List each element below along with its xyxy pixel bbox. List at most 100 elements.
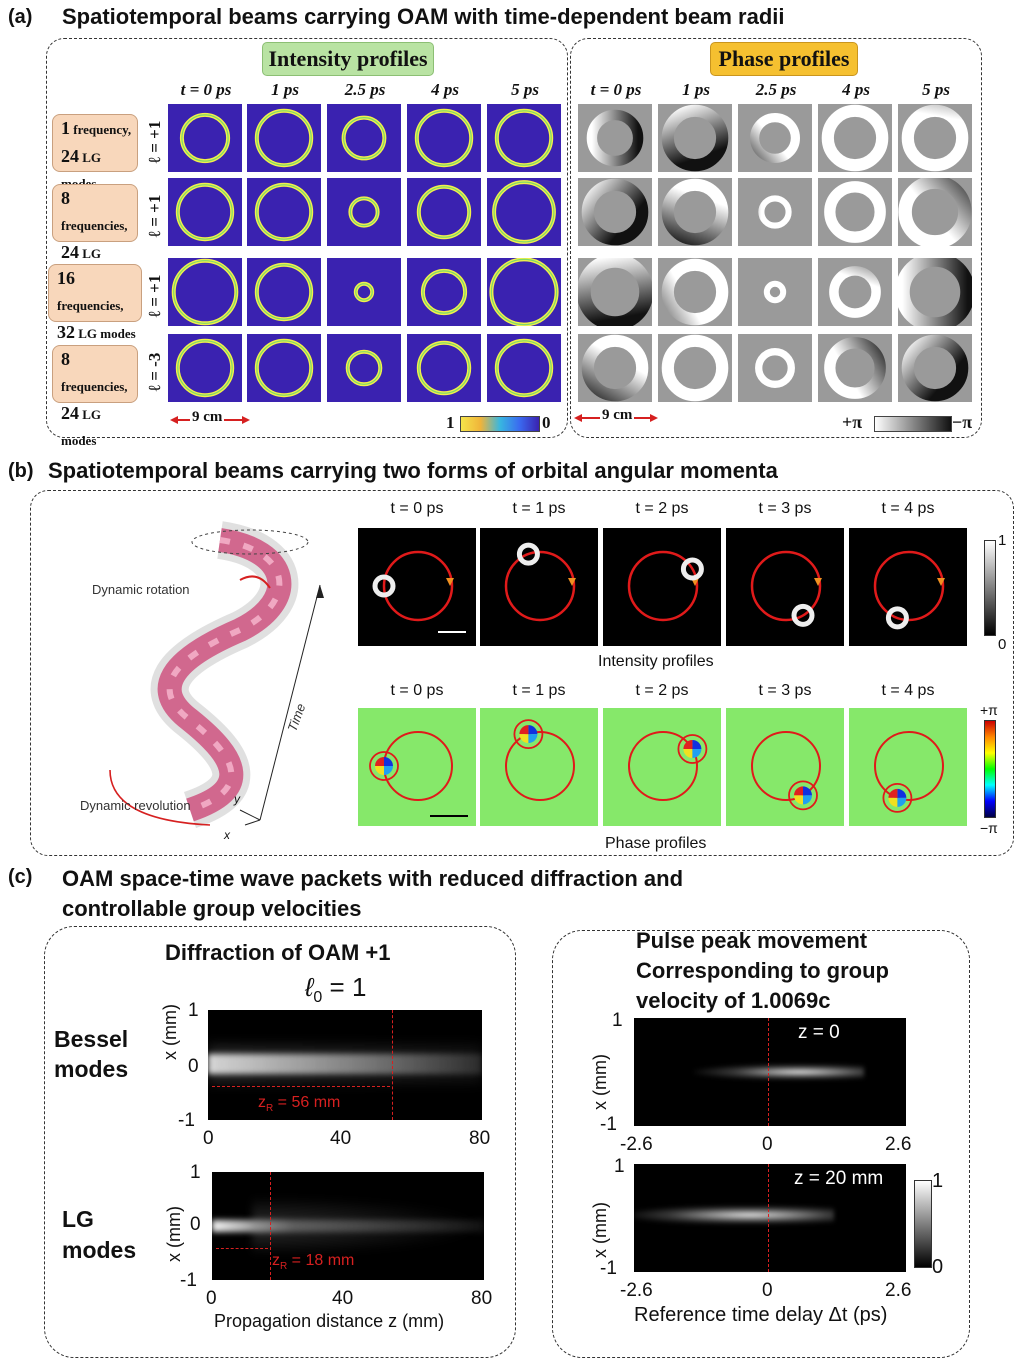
c-cbar-min: 0	[932, 1256, 944, 1278]
z0-label: z = 0	[798, 1022, 840, 1043]
bessel-label-1: Bessel	[54, 1026, 129, 1052]
y-axis-label: y	[234, 792, 240, 806]
b-intensity-caption: Intensity profiles	[598, 653, 714, 670]
b-phase-colorbar	[984, 720, 996, 818]
time-delay-xlabel: Reference time delay Δt (ps)	[634, 1304, 888, 1326]
phase-tile	[578, 104, 652, 172]
phase-time-label: t = 0 ps	[590, 80, 642, 99]
scale-bar-intensity-label: 9 cm	[190, 409, 225, 426]
panel-c-letter: (c)	[8, 866, 33, 888]
y-tick: 0	[190, 1214, 201, 1235]
x-tick: 0	[206, 1288, 217, 1309]
phase-tile	[738, 334, 812, 402]
panel-c-left-frame	[44, 926, 516, 1358]
phase-tile	[818, 178, 892, 246]
b-phase-tile	[358, 708, 476, 826]
phase-tile	[658, 104, 732, 172]
b-phase-time: t = 2 ps	[635, 682, 689, 699]
intensity-tile	[407, 334, 481, 402]
phase-colorbar	[874, 416, 952, 432]
intensity-tile	[327, 334, 401, 402]
y-tick: 0	[188, 1056, 199, 1077]
x-tick: 2.6	[885, 1280, 912, 1301]
phase-tile	[898, 104, 972, 172]
intensity-tile	[487, 178, 561, 246]
bessel-label-2: modes	[54, 1056, 129, 1082]
pulse-heading-3: velocity of 1.0069c	[636, 988, 831, 1013]
b-intensity-tile	[726, 528, 844, 646]
phase-tile	[818, 104, 892, 172]
phase-tile	[818, 258, 892, 326]
intensity-tile	[247, 334, 321, 402]
row-label-3: 16 frequencies, 32 LG modes	[48, 264, 142, 342]
ell-label: ℓ = +1	[145, 274, 164, 318]
b-intensity-time: t = 4 ps	[881, 500, 935, 517]
x-tick: 0	[762, 1280, 773, 1301]
x-tick: -2.6	[620, 1280, 653, 1301]
b-phase-tile	[726, 708, 844, 826]
x-tick: 0	[762, 1134, 773, 1155]
y-tick: -1	[180, 1270, 197, 1291]
phase-time-label: 1 ps	[682, 80, 710, 99]
intensity-tile	[247, 104, 321, 172]
c-cbar-max: 1	[932, 1170, 944, 1192]
intensity-tile	[407, 178, 481, 246]
intensity-colorbar	[460, 416, 540, 432]
intensity-tile	[327, 258, 401, 326]
b-intensity-time: t = 1 ps	[512, 500, 566, 517]
row-label-4: 8 frequencies, 24 LG modes	[52, 345, 138, 448]
pulse-heading-1: Pulse peak movement	[636, 928, 868, 953]
intensity-cbar-min: 0	[542, 413, 551, 432]
pulse-plot-z0: z = 0	[634, 1018, 906, 1126]
intensity-tile	[327, 104, 401, 172]
intensity-panel-frame	[46, 38, 568, 438]
b-phase-tile	[480, 708, 598, 826]
b-phase-cbar-max: +π	[980, 702, 998, 718]
phase-panel-frame	[570, 38, 982, 438]
panel-c-title-line2: controllable group velocities	[62, 896, 362, 921]
intensity-time-label: 4 ps	[431, 80, 459, 99]
phase-time-label: 4 ps	[842, 80, 870, 99]
intensity-tile	[407, 104, 481, 172]
panel-a-title: Spatiotemporal beams carrying OAM with t…	[62, 4, 785, 29]
intensity-tile	[247, 258, 321, 326]
row-label-1: 1 frequency, 24 LG modes	[52, 114, 138, 191]
phase-profiles-tag: Phase profiles	[710, 42, 858, 76]
intensity-cbar-max: 1	[446, 413, 455, 432]
dynamic-rotation-label: Dynamic rotation	[92, 582, 190, 597]
b-intensity-time: t = 0 ps	[390, 500, 444, 517]
panel-a-letter: (a)	[8, 6, 33, 28]
x-tick: 0	[203, 1128, 214, 1149]
phase-cbar-max: +π	[842, 412, 863, 432]
b-intensity-tile	[358, 528, 476, 646]
b-phase-tile	[849, 708, 967, 826]
b-intensity-tile	[480, 528, 598, 646]
panel-b-letter: (b)	[8, 460, 34, 482]
propagation-xlabel: Propagation distance z (mm)	[214, 1311, 445, 1331]
b-phase-caption: Phase profiles	[605, 835, 707, 852]
b-phase-time: t = 3 ps	[758, 682, 812, 699]
phase-tile	[738, 178, 812, 246]
b-intensity-tile	[849, 528, 967, 646]
intensity-tile	[168, 258, 242, 326]
b-intensity-cbar-min: 0	[998, 636, 1007, 653]
intensity-tile	[487, 257, 561, 327]
intensity-time-label: 5 ps	[511, 80, 539, 99]
b-intensity-time: t = 2 ps	[635, 500, 689, 517]
panel-b-frame	[30, 490, 1014, 856]
x-tick: 2.6	[885, 1134, 912, 1155]
intensity-time-label: 1 ps	[271, 80, 299, 99]
row-label-2: 8 frequencies, 24 LG modes	[52, 184, 138, 287]
phase-tile	[658, 334, 732, 402]
y-tick: 1	[188, 1000, 199, 1021]
lg-ylabel: x (mm)	[164, 1206, 184, 1262]
phase-tile	[738, 104, 812, 172]
y-tick: -1	[600, 1114, 617, 1135]
x-tick: 80	[471, 1288, 493, 1309]
ell-label: ℓ = +1	[145, 194, 164, 238]
phase-tile	[578, 334, 652, 402]
bessel-plot: zR = 56 mm	[208, 1010, 482, 1120]
phase-tile	[578, 178, 652, 246]
zr-bessel-label: zR = 56 mm	[258, 1094, 341, 1115]
ell-label: ℓ = -3	[145, 352, 164, 392]
